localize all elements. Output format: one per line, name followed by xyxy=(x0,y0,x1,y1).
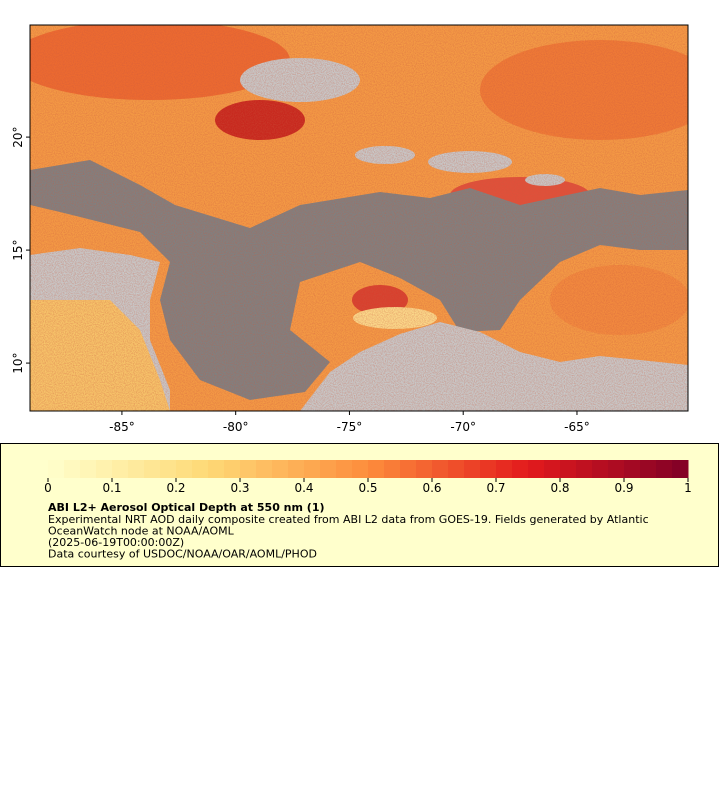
colorbar-step xyxy=(320,460,337,478)
colorbar-step xyxy=(416,460,433,478)
legend-line: Data courtesy of USDOC/NOAA/OAR/AOML/PHO… xyxy=(48,548,317,561)
colorbar-step xyxy=(352,460,369,478)
colorbar-step xyxy=(192,460,209,478)
colorbar-step xyxy=(592,460,609,478)
colorbar-step xyxy=(656,460,673,478)
colorbar-step xyxy=(608,460,625,478)
x-tick-label: -80° xyxy=(223,420,249,434)
colorbar-tick-label: 0.2 xyxy=(166,481,185,495)
colorbar-step xyxy=(160,460,177,478)
legend-line: OceanWatch node at NOAA/AOML xyxy=(48,525,235,538)
colorbar-step xyxy=(560,460,577,478)
x-tick-label: -75° xyxy=(337,420,363,434)
colorbar-step xyxy=(272,460,289,478)
colorbar-step xyxy=(512,460,529,478)
legend-title: ABI L2+ Aerosol Optical Depth at 550 nm … xyxy=(48,501,325,514)
colorbar-step xyxy=(576,460,593,478)
legend-line: (2025-06-19T00:00:00Z) xyxy=(48,536,184,549)
colorbar-tick-label: 0.1 xyxy=(102,481,121,495)
colorbar-step xyxy=(624,460,641,478)
colorbar-tick-label: 0 xyxy=(44,481,52,495)
colorbar-step xyxy=(208,460,225,478)
colorbar-step xyxy=(432,460,449,478)
colorbar-step xyxy=(304,460,321,478)
colorbar-step xyxy=(544,460,561,478)
colorbar-tick-label: 0.8 xyxy=(550,481,569,495)
legend-line: Experimental NRT AOD daily composite cre… xyxy=(48,513,649,526)
colorbar-step xyxy=(480,460,497,478)
x-tick-label: -85° xyxy=(109,420,135,434)
colorbar-step xyxy=(640,460,657,478)
aod-texture xyxy=(30,25,688,411)
colorbar-tick-label: 0.3 xyxy=(230,481,249,495)
y-tick-label: 10° xyxy=(11,352,25,373)
colorbar-step xyxy=(672,460,689,478)
colorbar-step xyxy=(96,460,113,478)
colorbar-step xyxy=(384,460,401,478)
colorbar-step xyxy=(80,460,97,478)
y-tick-label: 20° xyxy=(11,126,25,147)
colorbar-tick-label: 0.5 xyxy=(358,481,377,495)
colorbar-tick-label: 0.6 xyxy=(422,481,441,495)
colorbar-step xyxy=(336,460,353,478)
colorbar-step xyxy=(240,460,257,478)
x-tick-label: -65° xyxy=(564,420,590,434)
colorbar-step xyxy=(464,460,481,478)
colorbar-step xyxy=(256,460,273,478)
colorbar-step xyxy=(112,460,129,478)
colorbar-step xyxy=(288,460,305,478)
colorbar-step xyxy=(448,460,465,478)
colorbar-step xyxy=(64,460,81,478)
colorbar-step xyxy=(48,460,65,478)
y-tick-label: 15° xyxy=(11,239,25,260)
x-tick-label: -70° xyxy=(450,420,476,434)
colorbar-tick-label: 0.7 xyxy=(486,481,505,495)
colorbar-step xyxy=(368,460,385,478)
colorbar-step xyxy=(176,460,193,478)
map-image xyxy=(30,25,688,411)
colorbar-step xyxy=(528,460,545,478)
colorbar-tick-label: 0.4 xyxy=(294,481,313,495)
colorbar-step xyxy=(144,460,161,478)
colorbar-tick-label: 0.9 xyxy=(614,481,633,495)
colorbar-step xyxy=(224,460,241,478)
colorbar-step xyxy=(496,460,513,478)
colorbar-tick-label: 1 xyxy=(684,481,692,495)
colorbar-step xyxy=(400,460,417,478)
map-frame xyxy=(29,24,689,412)
colorbar-step xyxy=(128,460,145,478)
